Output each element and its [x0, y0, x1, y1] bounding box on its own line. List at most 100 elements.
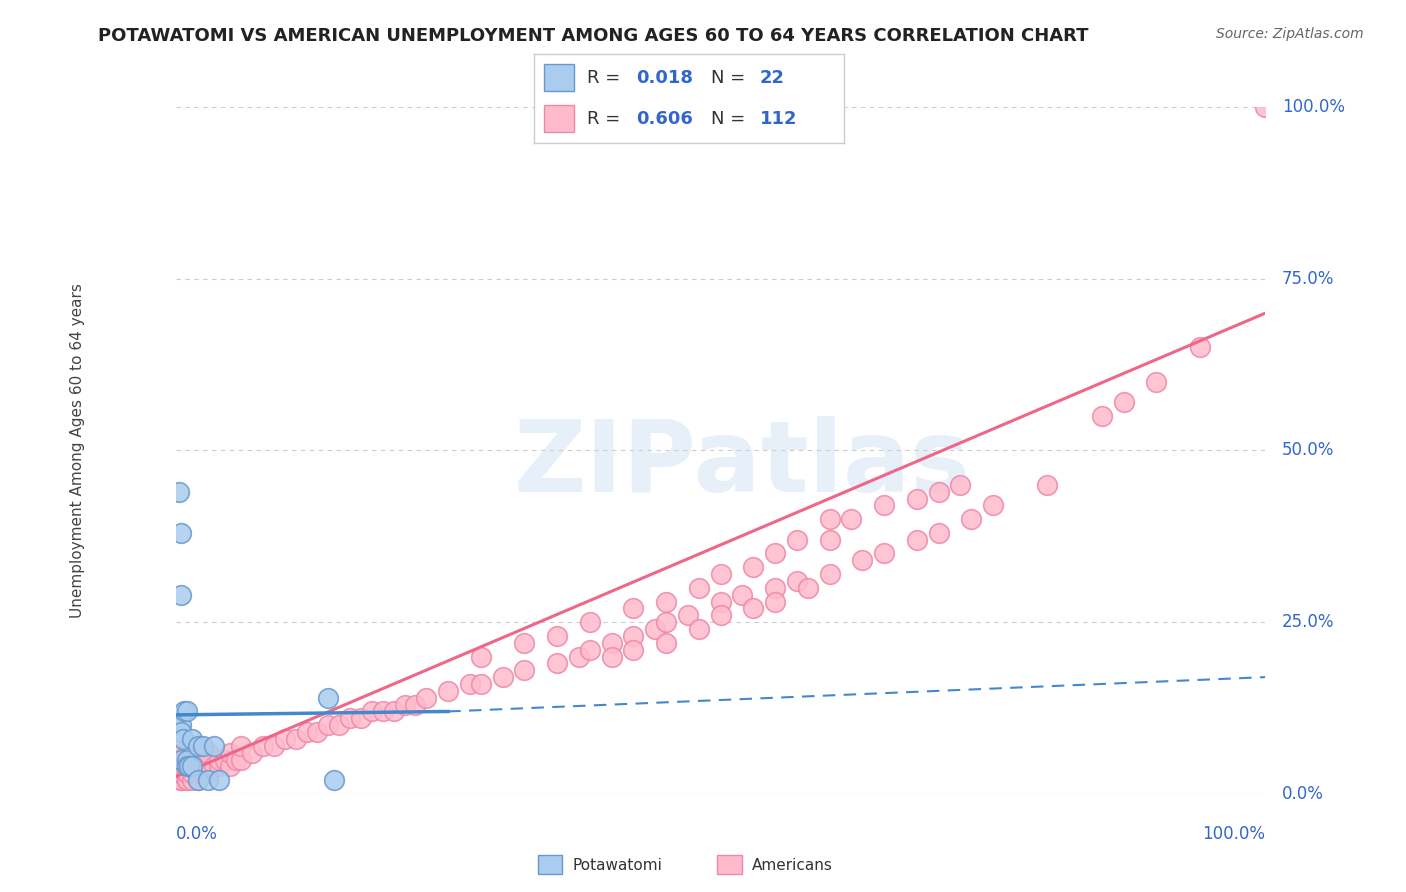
Point	[170, 766, 193, 780]
Point	[873, 546, 896, 561]
Point	[214, 753, 236, 767]
Point	[710, 567, 733, 582]
Point	[742, 601, 765, 615]
Point	[181, 731, 204, 746]
Point	[905, 491, 928, 506]
Point	[172, 731, 194, 746]
Point	[186, 759, 209, 773]
Text: 0.0%: 0.0%	[176, 825, 218, 843]
Point	[600, 636, 623, 650]
Point	[644, 622, 666, 636]
Point	[437, 683, 460, 698]
Point	[328, 718, 350, 732]
Text: 75.0%: 75.0%	[1282, 269, 1334, 288]
Point	[307, 725, 329, 739]
Point	[240, 746, 263, 760]
Text: 112: 112	[761, 110, 797, 128]
Point	[742, 560, 765, 574]
Text: 0.018: 0.018	[637, 69, 693, 87]
Text: R =: R =	[586, 110, 620, 128]
Point	[197, 746, 219, 760]
Point	[191, 766, 214, 780]
Point	[546, 629, 568, 643]
Point	[170, 766, 193, 780]
Point	[382, 705, 405, 719]
Text: 0.0%: 0.0%	[1282, 785, 1323, 803]
Point	[318, 690, 340, 705]
Point	[186, 773, 209, 788]
Point	[786, 574, 808, 588]
Point	[763, 581, 786, 595]
Point	[208, 753, 231, 767]
Point	[1036, 478, 1059, 492]
Point	[252, 739, 274, 753]
Point	[191, 739, 214, 753]
Point	[458, 677, 481, 691]
Point	[176, 773, 198, 788]
Point	[170, 588, 193, 602]
Point	[763, 594, 786, 608]
FancyBboxPatch shape	[544, 105, 575, 132]
Point	[176, 759, 198, 773]
Point	[1112, 395, 1135, 409]
Text: R =: R =	[586, 69, 620, 87]
Point	[181, 753, 204, 767]
Point	[170, 753, 193, 767]
Point	[219, 759, 242, 773]
Point	[231, 739, 253, 753]
Text: 50.0%: 50.0%	[1282, 442, 1334, 459]
Point	[415, 690, 437, 705]
Point	[208, 773, 231, 788]
Point	[470, 677, 492, 691]
Point	[579, 615, 602, 630]
Point	[170, 773, 193, 788]
Point	[170, 718, 193, 732]
Point	[786, 533, 808, 547]
Point	[763, 546, 786, 561]
Point	[295, 725, 318, 739]
Point	[318, 718, 340, 732]
Point	[263, 739, 285, 753]
Point	[818, 567, 841, 582]
Point	[181, 759, 204, 773]
Text: N =: N =	[710, 110, 745, 128]
Point	[350, 711, 373, 725]
Point	[1146, 375, 1168, 389]
FancyBboxPatch shape	[537, 855, 562, 874]
Point	[513, 636, 536, 650]
Point	[928, 484, 950, 499]
Point	[170, 773, 193, 788]
Point	[176, 746, 198, 760]
Point	[710, 594, 733, 608]
Point	[170, 753, 193, 767]
Point	[170, 746, 193, 760]
FancyBboxPatch shape	[717, 855, 742, 874]
Point	[621, 601, 644, 615]
Text: Potawatomi: Potawatomi	[574, 858, 662, 872]
Point	[949, 478, 972, 492]
Point	[339, 711, 361, 725]
Point	[274, 731, 297, 746]
Point	[173, 705, 195, 719]
Text: 0.606: 0.606	[637, 110, 693, 128]
Point	[170, 759, 193, 773]
Point	[176, 766, 198, 780]
Point	[225, 753, 247, 767]
Point	[492, 670, 515, 684]
Point	[1189, 340, 1212, 354]
Text: ZIPatlas: ZIPatlas	[515, 416, 970, 513]
Point	[568, 649, 591, 664]
FancyBboxPatch shape	[544, 64, 575, 91]
Point	[731, 588, 754, 602]
Point	[197, 759, 219, 773]
Point	[1091, 409, 1114, 423]
Point	[181, 773, 204, 788]
Point	[167, 484, 190, 499]
Point	[981, 499, 1004, 513]
Point	[322, 773, 344, 788]
Point	[470, 649, 492, 664]
Point	[655, 615, 678, 630]
Point	[176, 773, 198, 788]
Point	[688, 581, 710, 595]
Text: 100.0%: 100.0%	[1282, 98, 1344, 116]
